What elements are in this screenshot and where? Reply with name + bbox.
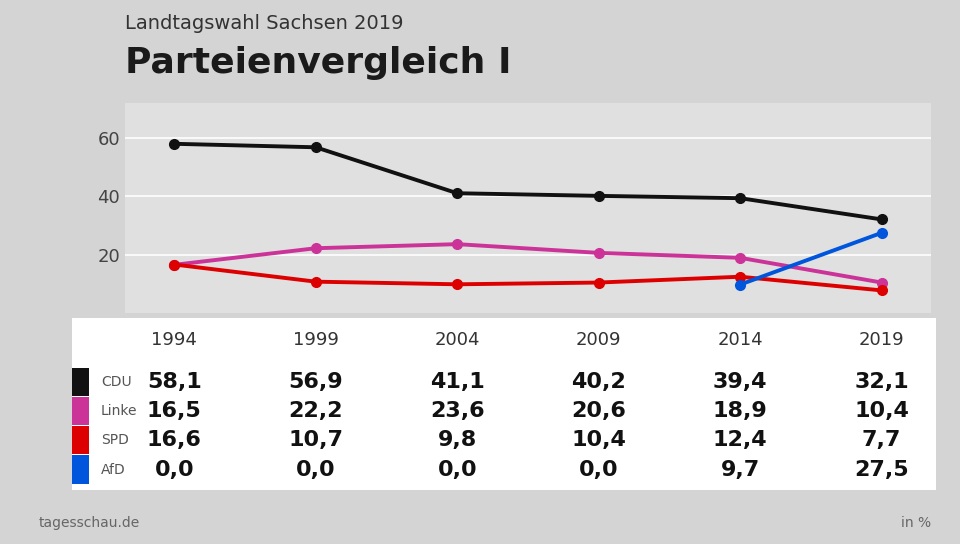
Text: 0,0: 0,0 (155, 460, 194, 480)
Text: 32,1: 32,1 (854, 372, 909, 392)
Text: 16,6: 16,6 (147, 430, 202, 450)
Text: Landtagswahl Sachsen 2019: Landtagswahl Sachsen 2019 (125, 14, 403, 33)
Text: 12,4: 12,4 (713, 430, 768, 450)
Text: SPD: SPD (101, 434, 129, 447)
Text: 22,2: 22,2 (289, 401, 343, 421)
Text: 2014: 2014 (717, 331, 763, 349)
Text: 10,7: 10,7 (288, 430, 344, 450)
Text: 16,5: 16,5 (147, 401, 202, 421)
Text: 0,0: 0,0 (438, 460, 477, 480)
Text: tagesschau.de: tagesschau.de (38, 516, 139, 530)
Text: 0,0: 0,0 (579, 460, 618, 480)
Text: 40,2: 40,2 (571, 372, 626, 392)
Text: 41,1: 41,1 (430, 372, 485, 392)
Text: in %: in % (901, 516, 931, 530)
Text: Parteienvergleich I: Parteienvergleich I (125, 46, 512, 81)
Text: 39,4: 39,4 (713, 372, 767, 392)
Text: 9,7: 9,7 (721, 460, 759, 480)
Text: 56,9: 56,9 (288, 372, 343, 392)
Text: 58,1: 58,1 (147, 372, 202, 392)
Text: 7,7: 7,7 (862, 430, 901, 450)
Text: 0,0: 0,0 (296, 460, 336, 480)
Text: 2019: 2019 (859, 331, 904, 349)
Text: 18,9: 18,9 (713, 401, 768, 421)
Text: 1999: 1999 (293, 331, 339, 349)
Text: 2004: 2004 (435, 331, 480, 349)
Text: 27,5: 27,5 (854, 460, 909, 480)
Text: 23,6: 23,6 (430, 401, 485, 421)
Text: AfD: AfD (101, 462, 126, 477)
Text: 10,4: 10,4 (571, 430, 626, 450)
Text: 2009: 2009 (576, 331, 621, 349)
Text: 1994: 1994 (152, 331, 197, 349)
Text: Linke: Linke (101, 404, 137, 418)
Text: 9,8: 9,8 (438, 430, 477, 450)
Text: 20,6: 20,6 (571, 401, 626, 421)
Text: 10,4: 10,4 (854, 401, 909, 421)
Text: CDU: CDU (101, 375, 132, 389)
